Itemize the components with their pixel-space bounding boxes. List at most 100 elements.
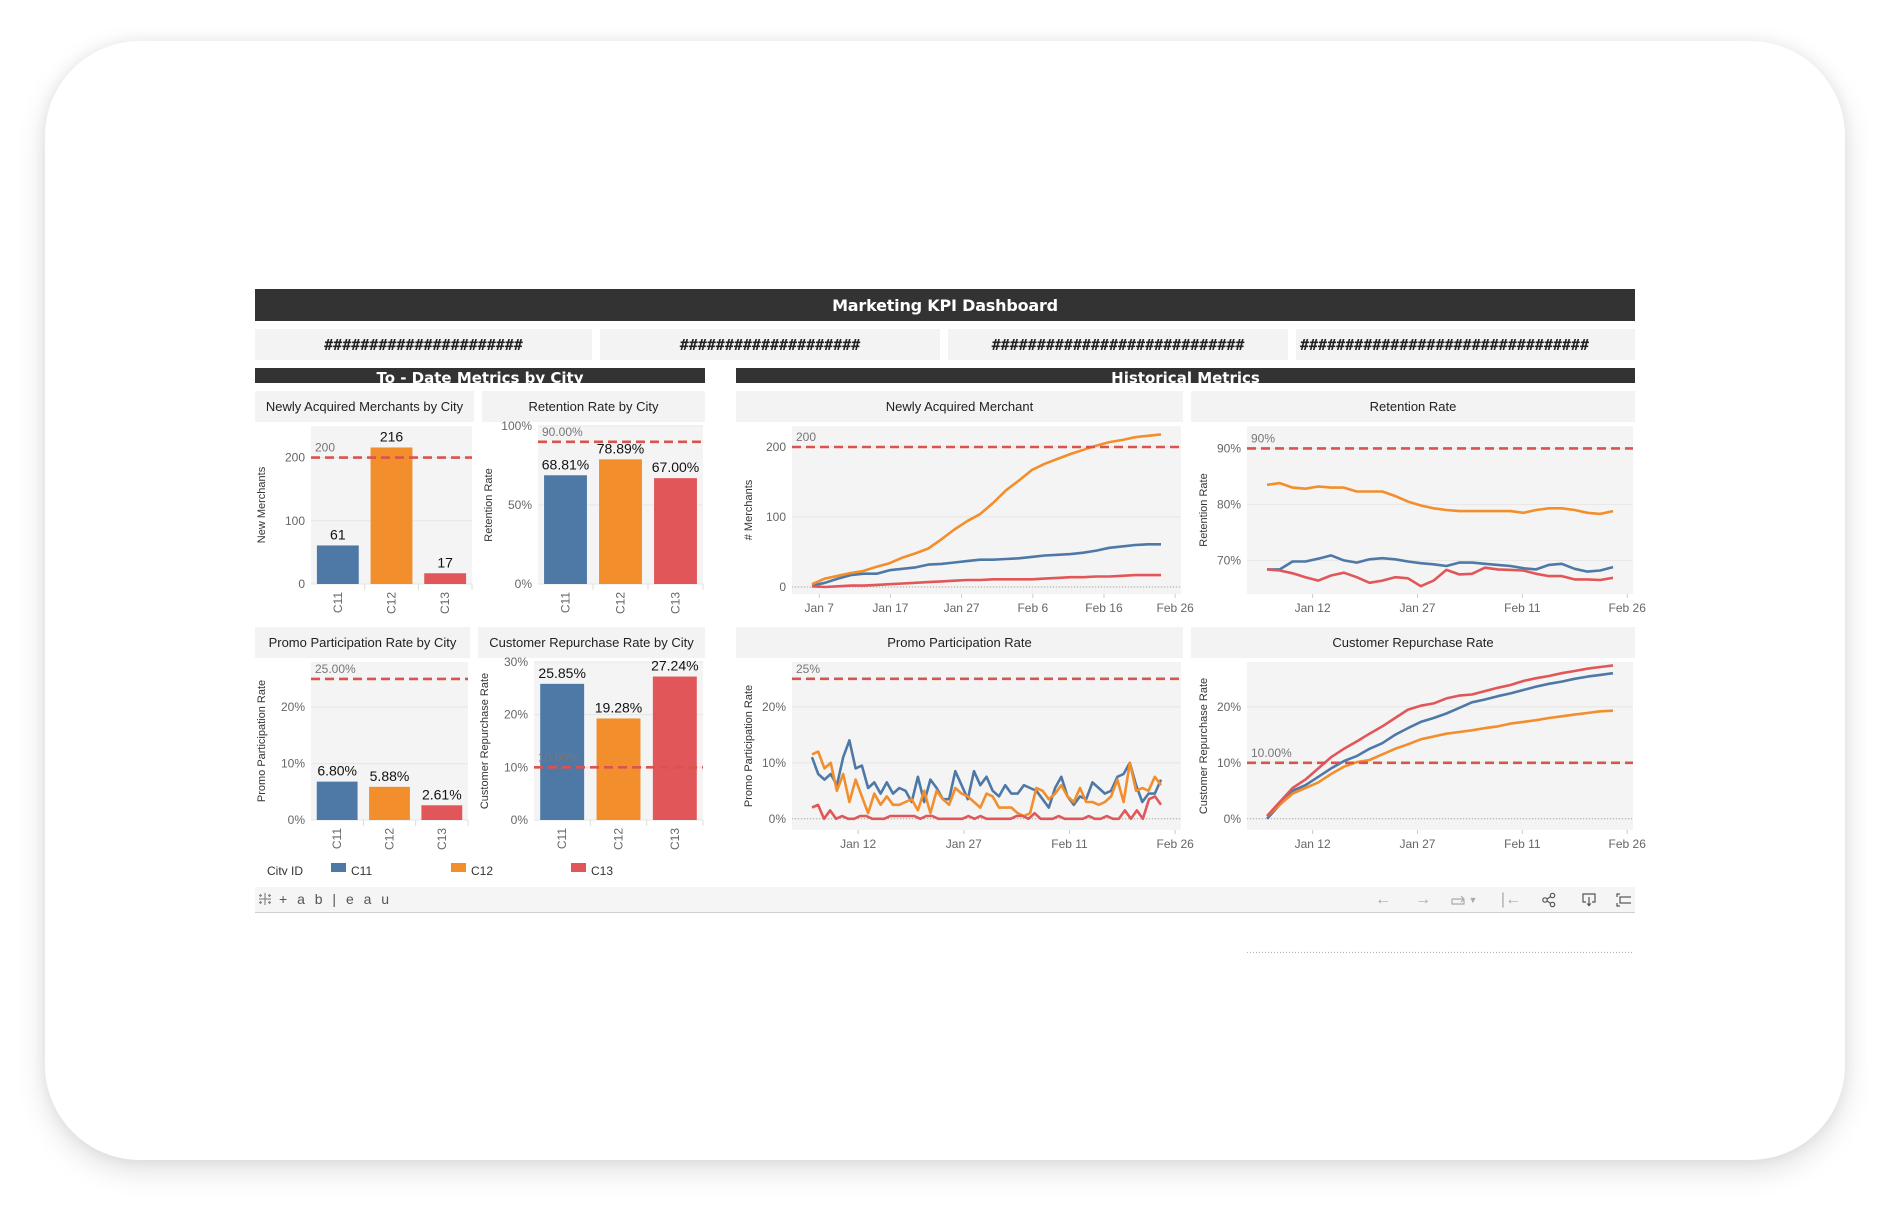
bar-c13[interactable]	[424, 573, 467, 584]
y-axis-label: Promo Participation Rate	[256, 680, 268, 802]
undo-button[interactable]: ←	[1372, 890, 1394, 910]
bar-c13[interactable]	[654, 478, 697, 584]
x-tick-label: Feb 16	[1085, 601, 1123, 615]
x-tick-label: Feb 11	[1051, 837, 1088, 851]
chart-title: Customer Repurchase Rate	[1191, 627, 1635, 658]
chart-title: Newly Acquired Merchants by City	[255, 391, 474, 422]
line-chart-svg: 0% 10% 20% Promo Participation Rate Jan 12 Ja…	[743, 662, 1194, 851]
y-tick-label: 20%	[281, 700, 305, 714]
x-tick-label: Feb 26	[1609, 837, 1647, 851]
line-chart-new-merchants[interactable]: 0 100 200 # Merchants Jan 7 Jan 17 Jan 27 Feb 6…	[736, 424, 1194, 624]
line-series-c11[interactable]	[811, 543, 1161, 587]
chart-title: Customer Repurchase Rate by City	[478, 627, 705, 658]
bar-chart-promo[interactable]: 0% 10% 20% Promo Participation Rate 6.80% C11…	[255, 660, 470, 860]
y-tick-label: 20%	[504, 708, 528, 722]
y-tick-label: 70%	[1217, 553, 1241, 567]
bar-value-label: 2.61%	[422, 786, 462, 802]
legend-title: City ID	[267, 864, 303, 875]
bar-value-label: 68.81%	[542, 456, 589, 472]
redo-button[interactable]: →	[1412, 890, 1434, 910]
bar-value-label: 216	[380, 428, 404, 444]
bar-c11[interactable]	[544, 475, 587, 584]
line-series-c13[interactable]	[1266, 566, 1614, 588]
chart-title-text: Customer Repurchase Rate by City	[489, 635, 694, 650]
chart-title-text: Newly Acquired Merchant	[885, 399, 1034, 414]
line-chart-promo[interactable]: 0% 10% 20% Promo Participation Rate Jan 12 Ja…	[736, 660, 1194, 860]
x-tick-label: Jan 12	[840, 837, 876, 851]
bar-c11[interactable]	[316, 545, 359, 584]
legend-swatch-c11[interactable]	[331, 863, 346, 872]
chart-title-text: Promo Participation Rate	[887, 635, 1032, 650]
download-icon	[1582, 893, 1596, 907]
bar-c11[interactable]	[316, 781, 358, 820]
bar-chart-new-merchants[interactable]: 0 100 200 New Merchants 61 C11 216 C12 17 C13 200	[255, 424, 474, 624]
bar-value-label: 19.28%	[595, 699, 642, 715]
x-tick-label: Jan 17	[872, 601, 908, 615]
bar-c12[interactable]	[369, 786, 410, 820]
x-tick-label: Jan 27	[946, 837, 982, 851]
chart-title: Retention Rate by City	[482, 391, 705, 422]
bar-c12[interactable]	[370, 447, 413, 584]
y-tick-label: 0	[779, 580, 786, 594]
x-tick-label: Feb 26	[1156, 837, 1194, 851]
kpi-value: ################################	[1300, 335, 1589, 354]
legend-label-c13[interactable]: C13	[591, 864, 614, 875]
kpi-value: ####################	[679, 335, 861, 354]
line-chart-retention[interactable]: 70% 80% 90% Retention Rate Jan 12 Jan 27 Feb 1…	[1191, 424, 1646, 953]
line-series-c12[interactable]	[811, 750, 1163, 818]
bar-c13[interactable]	[652, 676, 697, 820]
bar-c12[interactable]	[599, 459, 642, 584]
line-chart-repurchase[interactable]: 0% 10% 20% Customer Repurchase Rate Jan 12 Ja…	[1191, 660, 1646, 860]
legend-label-c12[interactable]: C12	[471, 864, 494, 875]
chart-title-text: Retention Rate by City	[528, 399, 659, 414]
kpi-value: ######################	[324, 335, 523, 354]
kpi-tile-2: ####################	[600, 329, 940, 360]
y-axis-label: Retention Rate	[1198, 473, 1210, 546]
bar-c13[interactable]	[421, 805, 463, 820]
bar-chart-svg: 0% 50% 100% Retention Rate 68.81% C11 78.89% C1…	[483, 419, 704, 614]
line-series-c11[interactable]	[1267, 554, 1614, 573]
share-button[interactable]	[1538, 890, 1560, 910]
bar-chart-retention[interactable]: 0% 50% 100% Retention Rate 68.81% C11 78.89% C1…	[482, 419, 705, 624]
section-title: To - Date Metrics by City	[376, 369, 584, 383]
reset-to-start-icon: |←	[1500, 891, 1522, 908]
tableau-logo[interactable]: + a b | e a u	[257, 891, 392, 907]
bar-c11[interactable]	[540, 683, 585, 820]
line-series-c12[interactable]	[811, 433, 1162, 586]
target-label: 200	[796, 430, 816, 444]
x-tick-label: Feb 11	[1504, 601, 1541, 615]
legend-label-c11[interactable]: C11	[351, 864, 373, 875]
bar-c12[interactable]	[596, 718, 641, 820]
bar-value-label: 67.00%	[652, 459, 699, 475]
revert-button[interactable]	[1448, 890, 1470, 910]
download-button[interactable]	[1578, 890, 1600, 910]
bar-chart-svg: 0% 10% 20% 30% Customer Repurchase Rate 25.85…	[479, 655, 704, 850]
line-series-c13[interactable]	[811, 573, 1161, 589]
x-tick-label: Feb 11	[1504, 837, 1541, 851]
x-tick-label: C12	[383, 828, 397, 850]
line-series-c11[interactable]	[1266, 671, 1614, 820]
y-tick-label: 10%	[1217, 756, 1241, 770]
revert-dropdown[interactable]: ▼	[1467, 890, 1479, 910]
line-series-c11[interactable]	[810, 739, 1163, 809]
line-series-c12[interactable]	[1266, 481, 1614, 516]
legend-swatch-c12[interactable]	[451, 863, 466, 872]
y-tick-label: 0%	[769, 812, 787, 826]
line-series-c13[interactable]	[811, 795, 1163, 821]
legend-swatch-c13[interactable]	[571, 863, 586, 872]
fullscreen-button[interactable]	[1615, 890, 1635, 910]
x-tick-label: C12	[612, 828, 626, 850]
target-label: 25.00%	[315, 662, 356, 676]
reset-button[interactable]: |←	[1500, 890, 1522, 910]
y-axis-label: New Merchants	[256, 466, 268, 543]
line-chart-svg: 0% 10% 20% Customer Repurchase Rate Jan 12 Ja…	[1198, 662, 1646, 851]
bar-chart-repurchase[interactable]: 0% 10% 20% 30% Customer Repurchase Rate 25.85…	[478, 655, 705, 860]
x-tick-label: Jan 27	[1399, 837, 1435, 851]
y-tick-label: 100	[285, 514, 305, 528]
bar-value-label: 61	[330, 526, 346, 542]
y-tick-label: 0%	[288, 813, 306, 827]
x-tick-label: C12	[385, 592, 399, 614]
kpi-tile-4: ################################	[1296, 329, 1635, 360]
chart-title-text: Customer Repurchase Rate	[1332, 635, 1494, 650]
line-series-c12[interactable]	[1266, 709, 1614, 817]
